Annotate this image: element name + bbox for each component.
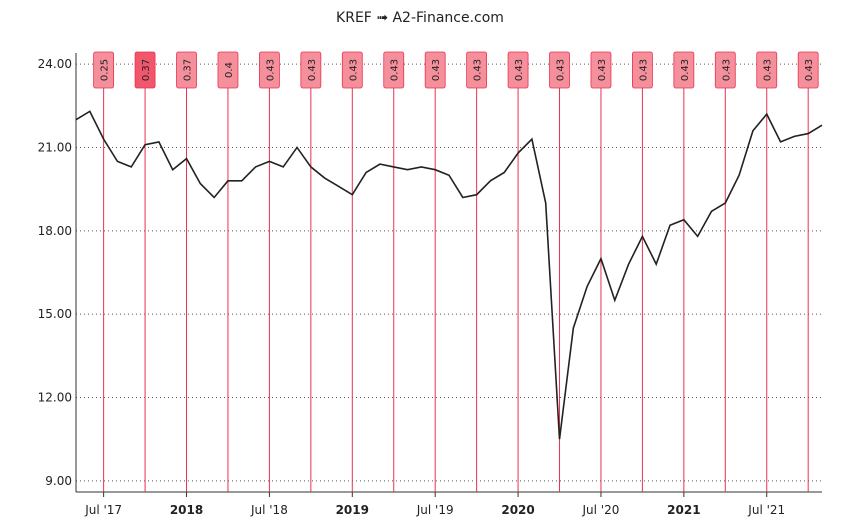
dividend-value: 0.43	[763, 59, 774, 81]
dividend-value: 0.43	[638, 59, 649, 81]
dividend-label: 0.43	[632, 51, 653, 89]
dividend-label: 0.43	[507, 51, 529, 89]
dividend-box	[797, 51, 819, 89]
dividend-value: 0.43	[265, 59, 276, 81]
dividend-value: 0.43	[514, 59, 525, 81]
dividend-box	[549, 51, 570, 89]
y-tick-label: 18.00	[38, 224, 72, 238]
dividend-box	[134, 51, 156, 89]
dividend-label: 0.43	[466, 51, 488, 89]
dividend-value: 0.43	[597, 59, 608, 81]
y-tick-label: 12.00	[38, 391, 72, 405]
dividend-label: 0.43	[673, 51, 695, 89]
price-line	[75, 110, 823, 440]
x-tick-label: Jul '18	[250, 503, 288, 517]
chart-title: KREF ➟ A2-Finance.com	[336, 10, 504, 26]
dividend-label: 0.43	[756, 51, 778, 89]
dividend-box	[300, 51, 322, 89]
y-tick-label: 15.00	[38, 307, 72, 321]
dividend-label: 0.43	[300, 51, 322, 89]
dividend-label: 0.43	[259, 51, 280, 89]
dividend-label: 0.43	[714, 51, 736, 89]
dividend-value: 0.43	[390, 59, 401, 81]
dividend-label: 0.43	[341, 51, 363, 89]
dividend-label: 0.43	[383, 51, 405, 89]
y-tick-label: 24.00	[38, 57, 72, 71]
x-tick-label: Jul '21	[747, 503, 785, 517]
dividend-value: 0.43	[307, 59, 318, 81]
dividend-box	[466, 51, 488, 89]
dividend-value: 0.43	[473, 59, 484, 81]
dividend-box	[383, 51, 405, 89]
dividend-value: 0.37	[141, 59, 152, 81]
dividend-value: 0.43	[348, 59, 359, 81]
x-tick-label: 2021	[667, 503, 700, 517]
dividend-value: 0.43	[721, 59, 732, 81]
x-tick-label: Jul '20	[582, 503, 620, 517]
y-tick-label: 9.00	[45, 474, 72, 488]
dividend-box	[507, 51, 529, 89]
dividend-box	[217, 51, 239, 89]
dividend-box	[424, 51, 446, 89]
x-tick-label: 2020	[501, 503, 534, 517]
dividend-value: 0.37	[183, 59, 194, 81]
dividend-value: 0.43	[431, 59, 442, 81]
dividend-value: 0.25	[100, 59, 111, 81]
dividend-label: 0.43	[549, 51, 570, 89]
dividend-label: 0.43	[424, 51, 446, 89]
x-tick-label: 2019	[336, 503, 369, 517]
x-tick-label: Jul '17	[84, 503, 122, 517]
dividend-box	[632, 51, 653, 89]
x-tick-label: 2018	[170, 503, 203, 517]
y-tick-label: 21.00	[38, 140, 72, 154]
dividend-label: 0.25	[93, 51, 115, 89]
dividend-label: 0.4	[217, 51, 239, 89]
dividend-label: 0.43	[797, 51, 819, 89]
dividend-box	[714, 51, 736, 89]
x-tick-label: Jul '19	[416, 503, 454, 517]
dividend-value: 0.43	[804, 59, 815, 81]
dividend-value: 0.43	[680, 59, 691, 81]
dividend-label: 0.43	[590, 51, 612, 89]
dividend-box	[673, 51, 695, 89]
dividend-box	[93, 51, 115, 89]
dividend-box	[756, 51, 778, 89]
dividend-label: 0.37	[176, 51, 197, 89]
dividend-box	[176, 51, 197, 89]
dividend-box	[341, 51, 363, 89]
dividend-value: 0.4	[224, 62, 235, 78]
dividend-box	[259, 51, 280, 89]
dividend-box	[590, 51, 612, 89]
dividend-value: 0.43	[556, 59, 567, 81]
dividend-label: 0.37	[134, 51, 156, 89]
